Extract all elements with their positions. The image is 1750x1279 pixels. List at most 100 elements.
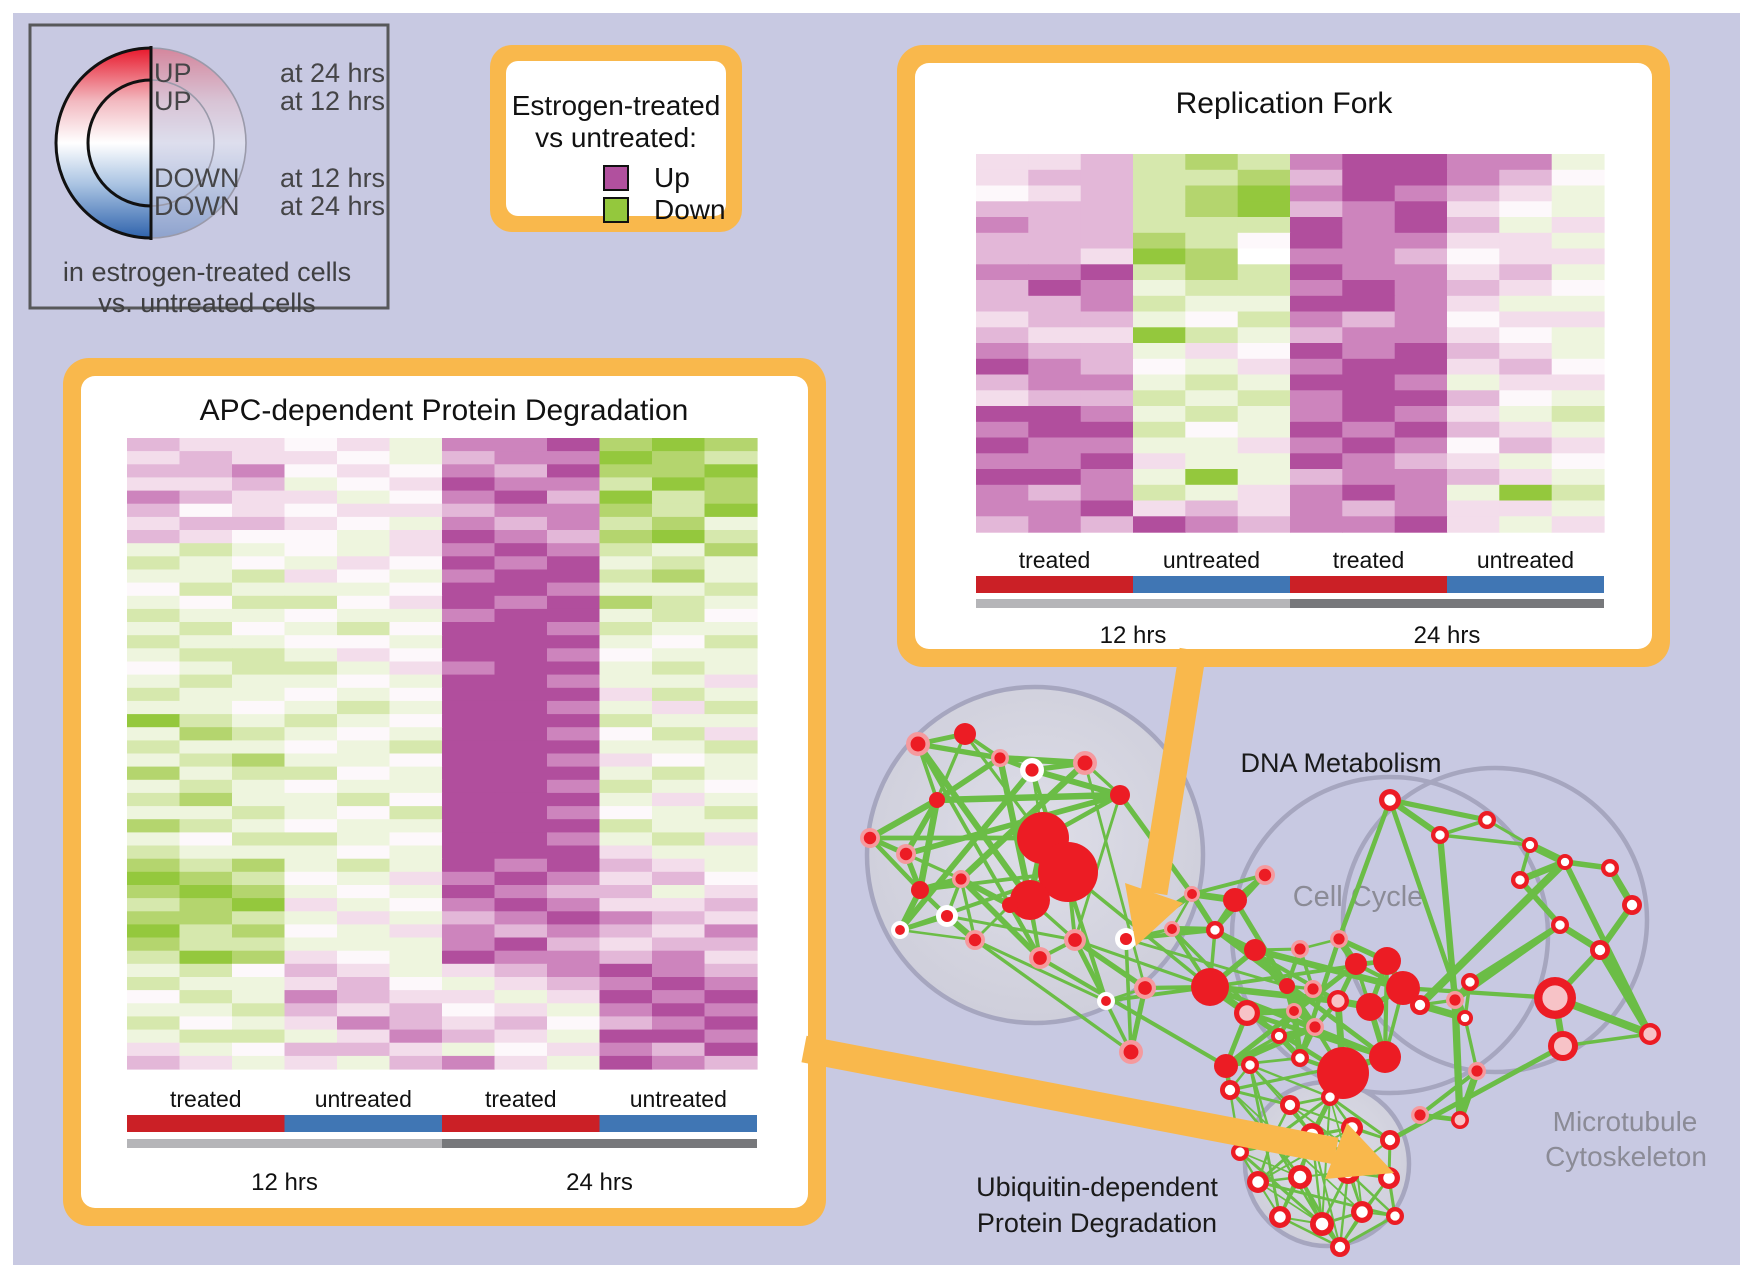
heatmap-cell xyxy=(389,608,443,623)
heatmap-cell xyxy=(652,858,706,873)
heatmap-cell xyxy=(389,700,443,715)
node-ring-center xyxy=(1525,840,1535,850)
heatmap-cell xyxy=(442,490,496,505)
heatmap-cell xyxy=(179,1042,233,1057)
node-ring-center xyxy=(1414,999,1426,1011)
heatmap-cell xyxy=(494,648,548,662)
heatmap-cell xyxy=(232,990,286,1004)
network-edge xyxy=(1028,766,1124,799)
network-edge xyxy=(1387,1043,1566,1143)
heatmap-cell xyxy=(442,950,496,965)
heatmap-cell xyxy=(1499,327,1553,344)
heatmap-cell xyxy=(442,700,496,715)
heatmap-cell xyxy=(494,674,548,689)
heatmap-cell xyxy=(976,500,1029,517)
node-pink-ring-center xyxy=(1554,1037,1572,1055)
heatmap-cell xyxy=(599,937,653,952)
heatmap-cell xyxy=(284,1003,338,1017)
heatmap-cell xyxy=(1551,343,1605,360)
heatmap-cell xyxy=(337,635,391,649)
heatmap-cell xyxy=(599,792,653,807)
heatmap-cell xyxy=(1342,248,1396,265)
node-white-halo-core xyxy=(1119,932,1133,946)
heatmap-cell xyxy=(652,622,706,636)
heatmap-cell xyxy=(337,1042,391,1057)
heatmap-cell xyxy=(494,977,548,991)
heatmap-cell xyxy=(547,779,601,794)
heatmap-cell xyxy=(337,438,391,452)
heatmap-cell xyxy=(976,154,1029,171)
heatmap-cell xyxy=(494,582,548,597)
updown-legend-title-1: Estrogen-treated xyxy=(512,90,721,121)
heatmap-cell xyxy=(1028,295,1082,313)
heatmap-cell xyxy=(1133,154,1186,171)
node-ring-center xyxy=(1460,1013,1470,1023)
heatmap-cell xyxy=(1394,374,1448,391)
heatmap-cell xyxy=(284,766,338,781)
heatmap-cell xyxy=(284,1029,338,1044)
heatmap-cell xyxy=(127,753,181,768)
heatmap-cell xyxy=(494,490,548,505)
heatmap-cell xyxy=(1551,374,1605,391)
heatmap-cell xyxy=(494,871,548,886)
heatmap-cell xyxy=(337,516,391,531)
heatmap-cell xyxy=(1185,217,1239,234)
heatmap-cell xyxy=(179,911,233,925)
network-nodes xyxy=(860,723,1661,1257)
heatmap-cell xyxy=(232,490,286,505)
node-ring-center xyxy=(1383,1172,1395,1184)
heatmap-cell xyxy=(337,1055,391,1070)
heatmap-cell xyxy=(494,477,548,492)
heatmap-cell xyxy=(976,280,1029,297)
heatmap-cell xyxy=(1028,264,1082,281)
heatmap-cell xyxy=(1237,453,1291,470)
heatmap-cell xyxy=(652,569,706,584)
heatmap-cell xyxy=(1185,390,1239,407)
heatmap-cell xyxy=(1080,264,1134,281)
heatmap-cell xyxy=(337,1029,391,1044)
heatmap-cell xyxy=(1551,217,1605,234)
heatmap-cell xyxy=(284,858,338,873)
heatmap-cell xyxy=(547,530,601,544)
heatmap-cell xyxy=(232,937,286,952)
heatmap-cell xyxy=(704,700,758,715)
heatmap-cell xyxy=(127,648,181,662)
heatmap-cell xyxy=(127,950,181,965)
heatmap-cell xyxy=(337,674,391,689)
network-edge xyxy=(973,938,1133,1054)
heatmap-cell xyxy=(652,648,706,662)
heatmap-cell xyxy=(179,674,233,689)
heatmap-cell xyxy=(232,871,286,886)
heatmap-cell xyxy=(652,464,706,478)
heatmap-cell xyxy=(442,569,496,584)
node-halo-core xyxy=(1471,1065,1483,1077)
heatmap-cell xyxy=(704,648,758,662)
heatmap-cell xyxy=(1499,358,1553,376)
heatmap-cell xyxy=(389,1029,443,1044)
heatmap-cell xyxy=(547,648,601,662)
ring-row-time: at 24 hrs xyxy=(280,58,385,88)
heatmap-cell xyxy=(1394,358,1448,376)
heatmap-cell xyxy=(232,924,286,939)
donut-inner-left-arc xyxy=(86,78,152,208)
network-edge xyxy=(867,835,923,893)
heatmap-cell xyxy=(284,622,338,636)
heatmap-cell xyxy=(1290,343,1343,360)
heatmap-cell xyxy=(232,687,286,702)
heatmap-cell xyxy=(179,635,233,649)
node-solid xyxy=(1317,1047,1369,1099)
treated-bar xyxy=(1290,576,1447,593)
heatmap-cell xyxy=(389,490,443,505)
heatmap-cell xyxy=(494,451,548,465)
heatmap-cell xyxy=(1237,437,1291,454)
heatmap-cell xyxy=(179,1003,233,1017)
heatmap-cell xyxy=(284,687,338,702)
heatmap-cell xyxy=(1133,358,1186,376)
heatmap-cell xyxy=(337,806,391,820)
heatmap-cell xyxy=(704,464,758,478)
heatmap-cell xyxy=(494,1003,548,1017)
heatmap-cell xyxy=(232,608,286,623)
network-edge xyxy=(996,754,1089,767)
heatmap-cell xyxy=(599,819,653,833)
heatmap-cell xyxy=(1290,453,1343,470)
